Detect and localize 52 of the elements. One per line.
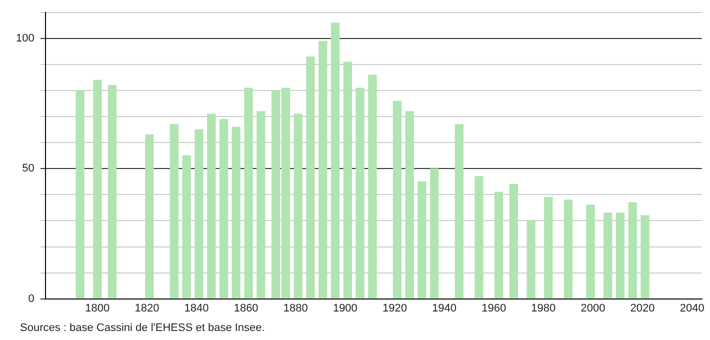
x-tick-label: 1820 — [134, 302, 160, 314]
bar — [170, 124, 179, 299]
bar — [244, 88, 253, 299]
y-tick-label: 0 — [28, 292, 34, 305]
bar — [454, 124, 464, 299]
y-tick-label: 50 — [22, 162, 34, 175]
bar — [640, 215, 650, 299]
bar — [405, 111, 414, 299]
x-tick-label: 1920 — [382, 302, 407, 314]
bar — [392, 100, 402, 299]
bar — [343, 62, 352, 299]
x-tick-label: 2040 — [680, 302, 704, 314]
bar — [318, 40, 328, 299]
bar — [430, 168, 439, 299]
bar — [306, 56, 315, 299]
x-tick-label: 1880 — [283, 302, 308, 314]
bar — [509, 184, 518, 299]
x-tick-label: 1900 — [332, 302, 358, 314]
x-tick-label: 1800 — [85, 302, 110, 314]
bar — [368, 74, 377, 299]
bar — [474, 176, 484, 299]
bar — [526, 220, 536, 299]
source-note: Sources : base Cassini de l'EHESS et base Insee. — [20, 322, 265, 334]
bar — [93, 80, 102, 299]
x-tick-label: 1960 — [482, 302, 506, 314]
x-tick-label: 1860 — [234, 302, 258, 314]
bar — [494, 192, 504, 299]
bar — [616, 212, 625, 299]
bar — [207, 114, 216, 299]
bar — [586, 204, 595, 299]
bar — [564, 200, 573, 299]
bar — [294, 114, 302, 299]
bar — [219, 118, 228, 299]
bar — [232, 126, 240, 299]
bar — [628, 202, 637, 299]
bar — [256, 111, 266, 299]
bar — [194, 129, 204, 299]
x-tick-label: 2000 — [580, 302, 606, 314]
bar — [108, 85, 117, 299]
bar — [604, 212, 612, 299]
x-tick-label: 1980 — [531, 302, 556, 314]
bar — [182, 155, 191, 299]
bar — [544, 197, 553, 299]
x-tick-label: 1840 — [184, 302, 209, 314]
bar — [330, 22, 340, 299]
bar — [76, 90, 84, 299]
x-tick-label: 1940 — [432, 302, 457, 314]
y-tick-label: 100 — [16, 32, 34, 45]
bar — [356, 88, 364, 299]
bar — [145, 134, 154, 299]
bar — [418, 181, 426, 299]
x-tick-label: 2020 — [630, 302, 655, 314]
